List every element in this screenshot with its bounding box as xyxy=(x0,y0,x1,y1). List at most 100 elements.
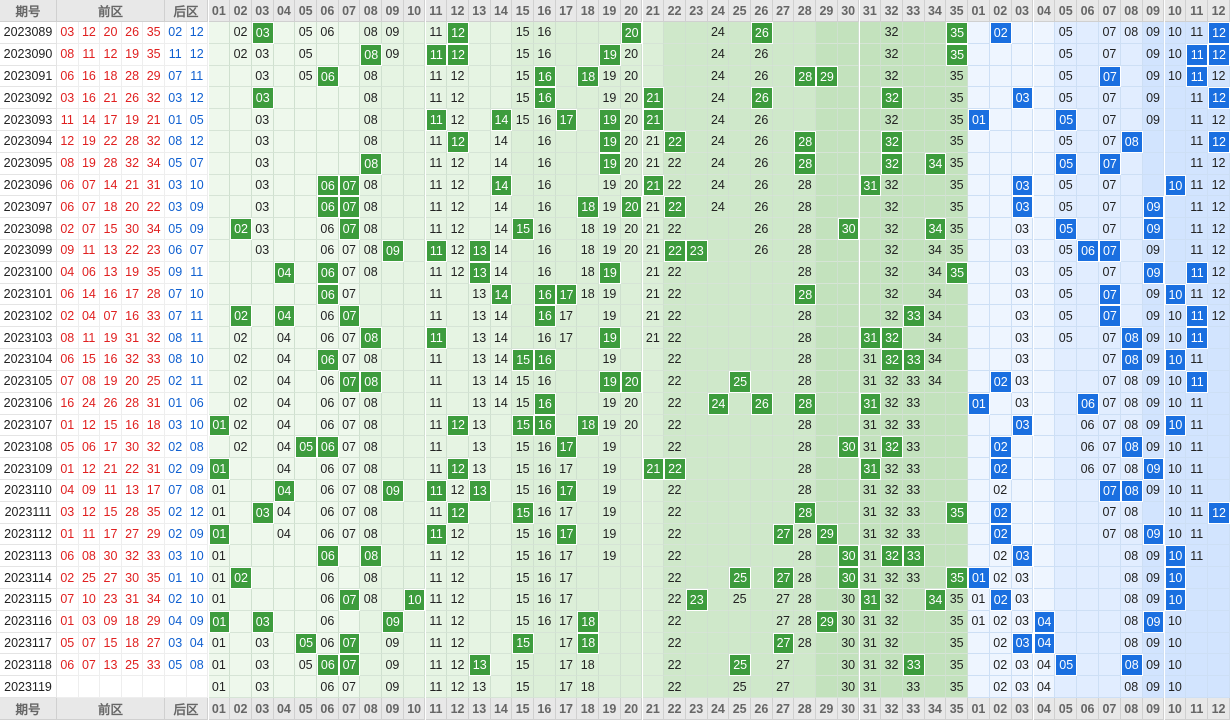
front-trend-number: 11 xyxy=(425,65,448,88)
front-trend-number: 17 xyxy=(555,545,578,568)
back-number: 09 xyxy=(165,261,187,284)
front-column-label: 33 xyxy=(902,698,925,720)
front-trend-number: 28 xyxy=(794,610,817,633)
front-cell xyxy=(837,305,860,328)
front-trend-number: 28 xyxy=(794,523,817,546)
front-cell xyxy=(685,218,708,241)
back-cell xyxy=(1099,545,1121,568)
back-number: 12 xyxy=(186,43,208,66)
front-number: 25 xyxy=(121,654,144,677)
front-cell xyxy=(946,523,968,546)
front-trend-number: 14 xyxy=(490,131,513,153)
front-cell xyxy=(468,43,491,66)
front-trend-number: 08 xyxy=(360,131,383,153)
back-trend-number: 09 xyxy=(1142,436,1165,459)
front-cell xyxy=(273,654,296,677)
front-cell xyxy=(273,65,296,88)
front-trend-number: 09 xyxy=(382,22,404,44)
front-trend-number: 09 xyxy=(382,479,404,502)
front-trend-number: 22 xyxy=(664,479,686,502)
back-cell xyxy=(1099,567,1121,589)
back-trend-number: 09 xyxy=(1142,392,1165,415)
front-cell xyxy=(577,545,600,568)
front-cell xyxy=(490,523,513,546)
front-trend-number: 01 xyxy=(208,479,231,502)
front-trend-number: 21 xyxy=(642,240,665,262)
front-trend-number: 29 xyxy=(816,65,838,88)
front-cell xyxy=(729,501,751,524)
back-cell xyxy=(1033,349,1056,371)
front-cell xyxy=(403,43,426,66)
back-trend-number: 07 xyxy=(1099,283,1121,306)
front-column-label: 06 xyxy=(317,0,339,22)
front-column-label: 24 xyxy=(707,698,730,720)
front-cell xyxy=(490,676,513,698)
back-cell xyxy=(1077,501,1099,524)
front-number: 04 xyxy=(57,479,79,502)
front-cell xyxy=(772,327,795,350)
front-number: 05 xyxy=(57,436,79,459)
back-cell xyxy=(1099,654,1121,677)
front-column-label: 25 xyxy=(729,0,751,22)
back-trend-number: 12 xyxy=(1208,196,1230,219)
front-trend-number: 18 xyxy=(577,632,600,655)
front-trend-number: 20 xyxy=(620,392,643,415)
front-trend-number: 27 xyxy=(772,610,795,633)
front-cell xyxy=(534,632,556,655)
front-cell xyxy=(555,392,578,415)
front-number: 02 xyxy=(57,567,79,589)
back-number: 07 xyxy=(186,152,208,175)
front-trend-number: 05 xyxy=(295,65,317,88)
front-cell xyxy=(295,610,317,633)
back-column-label: 05 xyxy=(1055,0,1078,22)
back-trend-number: 12 xyxy=(1208,283,1230,306)
front-trend-number: 13 xyxy=(468,654,491,677)
front-number: 25 xyxy=(143,370,165,393)
front-cell xyxy=(403,261,426,284)
front-trend-number: 32 xyxy=(881,261,903,284)
front-number: 18 xyxy=(100,65,122,88)
front-trend-number: 32 xyxy=(881,349,903,371)
back-trend-number: 11 xyxy=(1186,174,1209,197)
front-trend-number: 06 xyxy=(317,458,339,480)
back-trend-number: 09 xyxy=(1142,676,1165,698)
back-cell xyxy=(1077,218,1099,241)
front-number: 35 xyxy=(143,501,165,524)
back-trend-number: 07 xyxy=(1099,196,1121,219)
back-column-label: 01 xyxy=(968,698,990,720)
back-number: 09 xyxy=(186,458,208,480)
back-column-label: 08 xyxy=(1120,0,1143,22)
front-cell xyxy=(230,523,252,546)
front-trend-number: 19 xyxy=(599,152,621,175)
back-trend-number: 04 xyxy=(1033,654,1056,677)
front-cell xyxy=(490,414,513,437)
back-number: 03 xyxy=(165,414,187,437)
back-trend-number: 10 xyxy=(1164,327,1187,350)
front-number: 06 xyxy=(57,283,79,306)
back-trend-number: 11 xyxy=(1186,327,1209,350)
front-trend-number: 21 xyxy=(642,327,665,350)
front-cell xyxy=(642,392,665,415)
front-cell xyxy=(751,458,773,480)
front-trend-number: 12 xyxy=(447,109,469,132)
back-number: 07 xyxy=(165,479,187,502)
front-trend-number: 06 xyxy=(317,610,339,633)
front-cell xyxy=(382,152,404,175)
front-trend-number: 31 xyxy=(859,458,882,480)
back-cell xyxy=(1033,501,1056,524)
back-trend-number: 10 xyxy=(1164,501,1187,524)
back-trend-number: 02 xyxy=(989,567,1012,589)
front-cell xyxy=(360,610,383,633)
front-cell xyxy=(924,174,947,197)
front-cell xyxy=(881,676,903,698)
front-trend-number: 24 xyxy=(707,87,730,110)
front-trend-number: 16 xyxy=(534,109,556,132)
front-cell xyxy=(295,567,317,589)
front-number xyxy=(57,676,79,698)
front-trend-number: 19 xyxy=(599,218,621,241)
back-cell xyxy=(968,240,990,262)
front-number: 12 xyxy=(78,501,101,524)
back-cell xyxy=(1077,87,1099,110)
front-number: 32 xyxy=(143,436,165,459)
back-trend-number: 08 xyxy=(1120,523,1143,546)
